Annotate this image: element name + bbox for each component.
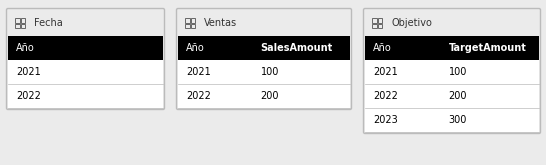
Bar [8, 60, 163, 84]
FancyBboxPatch shape [176, 9, 352, 110]
Bar [372, 18, 377, 22]
Bar [178, 60, 350, 84]
Text: TargetAmount: TargetAmount [448, 43, 526, 53]
Text: 200: 200 [448, 91, 467, 101]
Bar [178, 84, 350, 108]
Bar [365, 108, 539, 132]
FancyBboxPatch shape [7, 9, 164, 110]
Text: Año: Año [186, 43, 205, 53]
Bar [8, 84, 163, 108]
Bar [185, 23, 189, 28]
Bar [15, 23, 20, 28]
Bar [377, 18, 382, 22]
Bar [21, 18, 25, 22]
Text: 2022: 2022 [373, 91, 398, 101]
Text: 2021: 2021 [186, 67, 211, 77]
Text: 100: 100 [260, 67, 279, 77]
Text: 200: 200 [260, 91, 279, 101]
Bar [15, 18, 20, 22]
Bar [191, 18, 195, 22]
Text: Objetivo: Objetivo [391, 18, 432, 28]
Bar [365, 36, 539, 60]
Text: 2022: 2022 [186, 91, 211, 101]
Bar [365, 84, 539, 108]
Bar [21, 23, 25, 28]
Bar [372, 23, 377, 28]
Text: Fecha: Fecha [34, 18, 63, 28]
FancyBboxPatch shape [364, 9, 541, 133]
Bar [191, 23, 195, 28]
Text: 2021: 2021 [373, 67, 397, 77]
Text: Año: Año [16, 43, 35, 53]
Bar [8, 36, 163, 60]
Text: Año: Año [373, 43, 391, 53]
Text: SalesAmount: SalesAmount [260, 43, 333, 53]
Text: 2022: 2022 [16, 91, 41, 101]
Bar [377, 23, 382, 28]
Text: 100: 100 [448, 67, 467, 77]
Text: 300: 300 [448, 115, 467, 125]
Bar [185, 18, 189, 22]
Bar [365, 60, 539, 84]
Text: 2021: 2021 [16, 67, 41, 77]
Bar [178, 36, 350, 60]
Text: 2023: 2023 [373, 115, 397, 125]
Text: Ventas: Ventas [204, 18, 237, 28]
